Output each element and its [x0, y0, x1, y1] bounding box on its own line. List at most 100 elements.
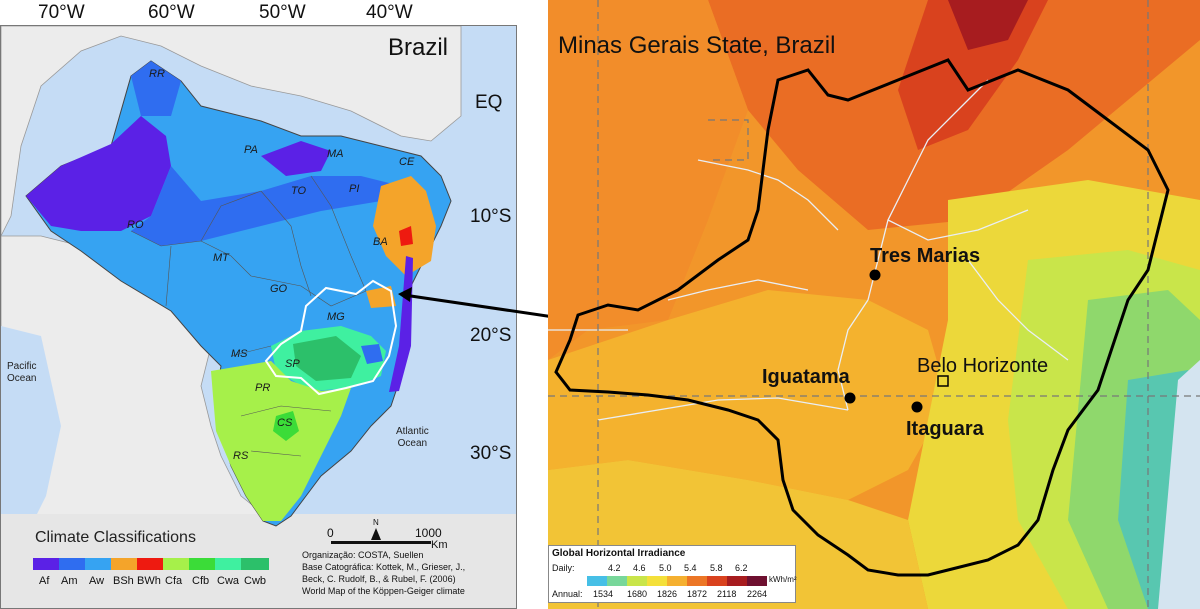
- label-aw: Aw: [89, 575, 105, 587]
- bsh-northeast-region: [373, 176, 436, 276]
- state-label-ms: MS: [231, 348, 248, 360]
- minas-gerais-irradiance-map: Minas Gerais State, Brazil Tres Marias B…: [548, 0, 1200, 609]
- left-map-title: Brazil: [388, 34, 449, 61]
- belo-horizonte-marker: [937, 375, 949, 387]
- annual-value-1: 1534: [593, 589, 614, 599]
- state-label-rs: RS: [233, 450, 249, 462]
- brazil-map-svg: [1, 26, 516, 608]
- credit-line-1: Organização: COSTA, Suellen: [302, 550, 424, 560]
- northern-neighbours: [1, 26, 462, 237]
- label-bsh: BSh: [113, 575, 134, 587]
- annual-label: Annual:: [552, 589, 583, 599]
- dashed-borders: [548, 0, 1200, 609]
- pacific-ocean-area: [1, 326, 61, 566]
- am-region: [111, 144, 401, 246]
- cfa-region: [211, 361, 351, 521]
- label-af: Af: [39, 575, 50, 587]
- state-label-ro: RO: [127, 219, 144, 231]
- cfb-region: [273, 411, 299, 441]
- irr-swatch-8: [727, 576, 747, 586]
- city-label-itaguara: Itaguara: [906, 418, 984, 440]
- state-label-to: TO: [291, 185, 307, 197]
- irradiance-legend-title: Global Horizontal Irradiance: [552, 548, 686, 559]
- lon-tick-50w: 50°W: [259, 2, 306, 23]
- irr-swatch-3: [627, 576, 647, 586]
- irr-swatch-5: [667, 576, 687, 586]
- lat-tick-eq: EQ: [475, 92, 503, 113]
- peak-irradiance: [948, 0, 1028, 50]
- state-label-ma: MA: [327, 148, 344, 160]
- label-bwh: BWh: [137, 575, 161, 587]
- daily-value-5: 5.8: [710, 563, 723, 573]
- label-cfb: Cfb: [192, 575, 210, 587]
- bsh-small-region: [366, 286, 396, 308]
- irradiance-color-bar: [587, 576, 767, 586]
- city-label-tres-marias: Tres Marias: [870, 245, 981, 267]
- swatch-cfa: [163, 558, 189, 570]
- state-label-pa: PA: [244, 144, 258, 156]
- swatch-cfb: [189, 558, 215, 570]
- swatch-aw: [85, 558, 111, 570]
- lon-tick-40w: 40°W: [366, 2, 413, 23]
- climate-legend-labels: Af Am Aw BSh BWh Cfa Cfb Cwa Cwb: [33, 575, 273, 589]
- label-cfa: Cfa: [165, 575, 183, 587]
- irradiance-legend: Global Horizontal Irradiance Daily: 4.2 …: [548, 545, 797, 603]
- state-label-cs: CS: [277, 417, 293, 429]
- lat-tick-20s: 20°S: [470, 325, 512, 346]
- irr-swatch-9: [747, 576, 767, 586]
- bwh-region: [399, 226, 413, 246]
- irradiance-map-svg: [548, 0, 1200, 609]
- lat-tick-10s: 10°S: [470, 206, 512, 227]
- very-high-irradiance: [898, 0, 1048, 150]
- daily-value-1: 4.2: [608, 563, 621, 573]
- credit-line-4: World Map of the Köppen-Geiger climate: [302, 586, 465, 596]
- lat-tick-30s: 30°S: [470, 443, 512, 464]
- state-label-mt: MT: [213, 252, 229, 264]
- atlantic-ocean-label: Atlantic Ocean: [396, 426, 429, 449]
- label-cwa: Cwa: [217, 575, 240, 587]
- credit-line-2: Base Catográfica: Kottek, M., Grieser, J…: [302, 562, 466, 572]
- scale-end-label: 1000: [415, 526, 442, 540]
- swatch-cwa: [215, 558, 241, 570]
- iguatama-marker: [844, 392, 856, 404]
- annual-value-2: 1680: [627, 589, 648, 599]
- scale-unit-label: Km: [431, 539, 448, 551]
- irradiance-unit: kWh/m²: [769, 575, 797, 584]
- state-label-ba: BA: [373, 236, 388, 248]
- north-arrow-label: N: [373, 518, 379, 527]
- am-roraima: [131, 61, 181, 116]
- daily-value-6: 6.2: [735, 563, 748, 573]
- am-mg-patch: [361, 344, 383, 364]
- state-label-rr: RR: [149, 68, 165, 80]
- lon-tick-70w: 70°W: [38, 2, 85, 23]
- brazil-climate-map: Brazil RR PA MA CE PI RO TO BA MT GO MG …: [0, 25, 517, 609]
- irr-swatch-4: [647, 576, 667, 586]
- af-amazon-region: [26, 116, 171, 231]
- city-label-belo-horizonte: Belo Horizonte: [917, 355, 1049, 377]
- scale-bar: [331, 541, 431, 544]
- lon-tick-60w: 60°W: [148, 2, 195, 23]
- itaguara-marker: [911, 401, 923, 413]
- minas-gerais-outline: [264, 279, 398, 396]
- state-label-go: GO: [270, 283, 288, 295]
- scale-start-label: 0: [327, 526, 334, 540]
- irr-swatch-7: [707, 576, 727, 586]
- atlantic-ocean-area: [1158, 360, 1200, 609]
- pacific-ocean-label: Pacific Ocean: [7, 361, 37, 384]
- annual-value-3: 1826: [657, 589, 678, 599]
- annual-value-6: 2264: [747, 589, 768, 599]
- irr-swatch-2: [607, 576, 627, 586]
- label-cwb: Cwb: [244, 575, 267, 587]
- irr-swatch-6: [687, 576, 707, 586]
- daily-value-4: 5.4: [684, 563, 697, 573]
- tres-marias-marker: [869, 269, 881, 281]
- annual-value-4: 1872: [687, 589, 708, 599]
- swatch-bwh: [137, 558, 163, 570]
- swatch-am: [59, 558, 85, 570]
- state-label-ce: CE: [399, 156, 415, 168]
- daily-value-3: 5.0: [659, 563, 672, 573]
- swatch-cwb: [241, 558, 269, 570]
- annual-value-5: 2118: [717, 589, 737, 599]
- cwb-region: [293, 336, 361, 381]
- state-label-pi: PI: [349, 183, 360, 195]
